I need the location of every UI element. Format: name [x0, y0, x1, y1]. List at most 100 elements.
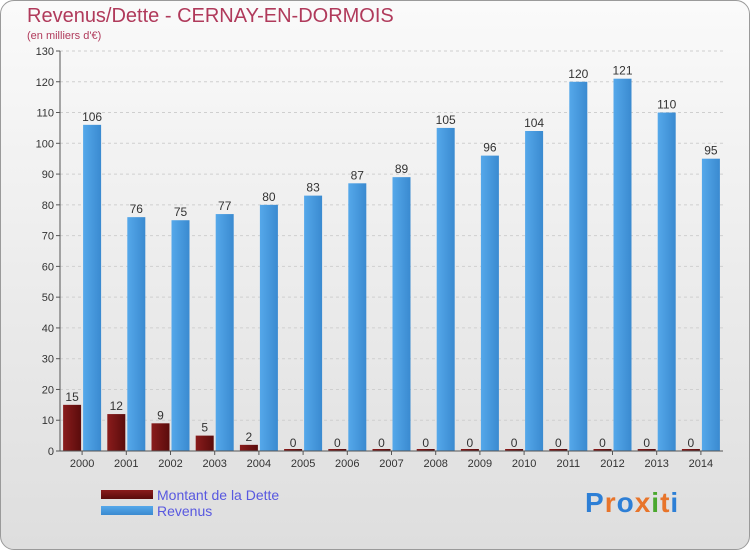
value-label-dette: 0 [511, 436, 518, 450]
value-label-revenus: 104 [524, 116, 544, 130]
x-tick-label: 2008 [423, 458, 447, 470]
x-tick-label: 2003 [202, 458, 226, 470]
y-tick-label: 30 [42, 354, 54, 366]
bar-revenus [436, 127, 455, 451]
x-tick-label: 2009 [468, 458, 492, 470]
legend-swatch-dette [101, 490, 153, 499]
y-tick-label: 20 [42, 384, 54, 396]
bar-dette [681, 449, 700, 451]
logo-letter: o [616, 487, 635, 518]
bar-dette [593, 449, 612, 451]
legend-swatch-revenus [101, 506, 153, 515]
bar-dette [151, 423, 170, 451]
legend-label-revenus: Revenus [157, 503, 213, 519]
y-tick-label: 0 [48, 446, 54, 458]
value-label-dette: 0 [599, 436, 606, 450]
proxiti-logo: Proxiti [585, 487, 679, 519]
y-tick-label: 60 [42, 261, 54, 273]
bar-revenus [259, 204, 278, 451]
logo-letter: t [660, 487, 671, 518]
value-label-dette: 0 [688, 436, 695, 450]
bar-revenus [569, 81, 588, 452]
y-tick-label: 50 [42, 292, 54, 304]
bar-dette [107, 414, 126, 451]
y-tick-label: 100 [36, 138, 54, 150]
bar-revenus [392, 177, 411, 451]
value-label-revenus: 80 [262, 190, 276, 204]
x-tick-label: 2007 [379, 458, 403, 470]
y-tick-label: 80 [42, 200, 54, 212]
bar-dette [239, 444, 258, 451]
value-label-dette: 0 [467, 436, 474, 450]
legend-label-dette: Montant de la Dette [157, 487, 280, 503]
x-tick-label: 2000 [70, 458, 94, 470]
logo-letter: r [604, 487, 617, 518]
x-tick-label: 2012 [600, 458, 624, 470]
x-tick-label: 2002 [158, 458, 182, 470]
bar-dette [284, 449, 303, 451]
bar-revenus [171, 220, 190, 451]
bar-revenus [348, 183, 367, 452]
value-label-revenus: 106 [82, 110, 102, 124]
value-label-dette: 2 [246, 430, 253, 444]
bar-revenus [613, 78, 632, 451]
bar-dette [372, 449, 391, 451]
value-label-dette: 0 [422, 436, 429, 450]
bar-revenus [215, 214, 234, 451]
bar-revenus [127, 217, 146, 451]
value-label-revenus: 96 [483, 141, 497, 155]
logo-letter: i [670, 487, 680, 518]
value-label-revenus: 121 [612, 64, 632, 78]
value-label-dette: 9 [157, 408, 164, 422]
bar-revenus [83, 124, 102, 451]
logo-letter: P [585, 487, 605, 518]
bars [63, 78, 720, 452]
bar-dette [549, 449, 568, 451]
value-label-revenus: 76 [130, 202, 144, 216]
bar-revenus [304, 195, 323, 451]
bar-dette [505, 449, 524, 451]
value-label-dette: 0 [555, 436, 562, 450]
value-label-dette: 0 [378, 436, 385, 450]
logo-letter: x [634, 487, 652, 518]
bar-dette [460, 449, 479, 451]
bar-revenus [657, 112, 676, 452]
value-label-dette: 5 [201, 421, 208, 435]
value-label-dette: 15 [65, 390, 79, 404]
x-tick-label: 2001 [114, 458, 138, 470]
value-label-dette: 0 [334, 436, 341, 450]
y-tick-label: 110 [36, 108, 54, 120]
bar-revenus [525, 131, 544, 451]
value-label-dette: 0 [290, 436, 297, 450]
value-label-revenus: 87 [351, 168, 365, 182]
value-label-revenus: 75 [174, 205, 188, 219]
chart-title: Revenus/Dette - CERNAY-EN-DORMOIS [27, 5, 394, 27]
grid-lines [60, 50, 723, 452]
y-tick-label: 90 [42, 169, 54, 181]
value-label-revenus: 95 [704, 144, 718, 158]
x-tick-label: 2010 [512, 458, 536, 470]
bar-revenus [480, 155, 499, 451]
bar-dette [63, 404, 82, 451]
y-tick-label: 120 [36, 77, 54, 89]
x-tick-label: 2005 [291, 458, 315, 470]
x-tick-label: 2006 [335, 458, 359, 470]
value-label-revenus: 110 [657, 98, 676, 112]
bar-dette [416, 449, 435, 451]
value-label-revenus: 77 [218, 199, 232, 213]
value-label-dette: 12 [110, 399, 124, 413]
value-label-revenus: 83 [306, 181, 320, 195]
y-tick-label: 70 [42, 231, 54, 243]
bar-dette [195, 435, 214, 451]
bar-dette [637, 449, 656, 451]
y-tick-label: 40 [42, 323, 54, 335]
bar-revenus [701, 158, 720, 451]
x-tick-label: 2011 [556, 458, 580, 470]
y-tick-label: 10 [42, 415, 54, 427]
chart-subtitle: (en milliers d'€) [27, 30, 102, 42]
labels: 15 106 12 76 9 75 5 77 2 80 0 83 0 87 0 89 0 105 0 96 0 104 0 1… [65, 64, 717, 450]
value-label-revenus: 89 [395, 162, 409, 176]
